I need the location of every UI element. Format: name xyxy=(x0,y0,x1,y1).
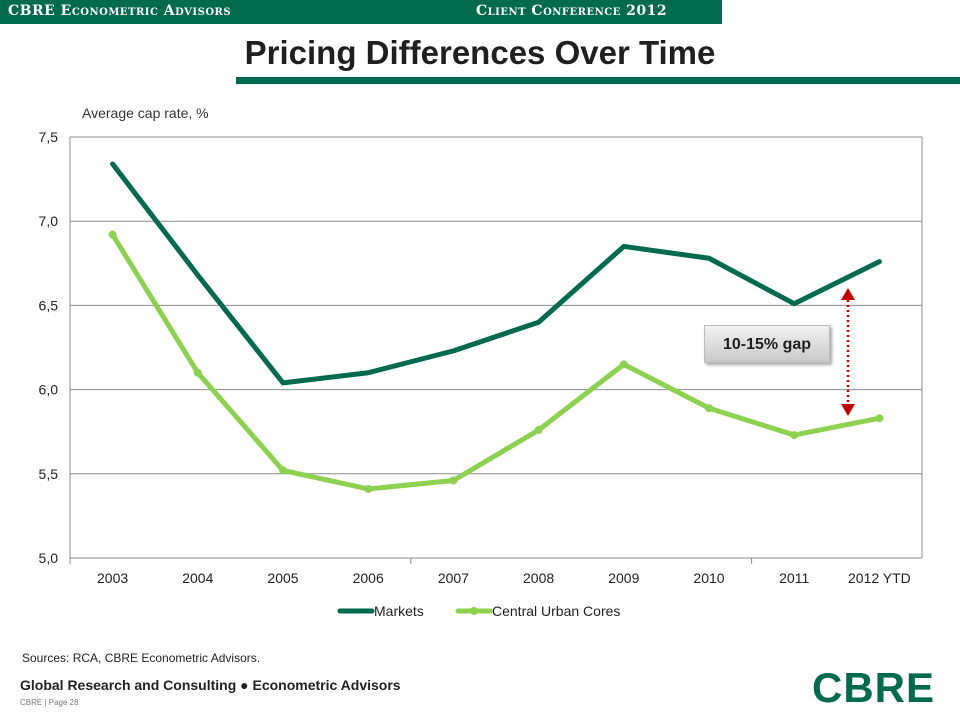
header-company: CBRE Econometric Advisors xyxy=(8,3,232,19)
y-tick-label: 5,0 xyxy=(39,550,59,566)
series-line-2 xyxy=(110,232,882,492)
x-tick-label: 2011 xyxy=(779,570,809,586)
data-point xyxy=(705,404,713,413)
data-point xyxy=(534,426,543,435)
header-event: Client Conference 2012 xyxy=(476,3,668,19)
data-point xyxy=(108,230,117,239)
data-point xyxy=(875,414,884,423)
data-point xyxy=(619,360,628,369)
x-tick-label: 2003 xyxy=(97,570,128,586)
data-point xyxy=(449,476,458,485)
data-point xyxy=(193,368,202,377)
cbre-logo: CBRE xyxy=(812,664,936,711)
y-tick-label: 5,5 xyxy=(39,466,59,482)
source-note: Sources: RCA, CBRE Econometric Advisors. xyxy=(22,651,261,665)
chart-legend: Markets Central Urban Cores xyxy=(337,603,620,619)
chart-series xyxy=(108,161,884,493)
y-tick-label: 7,0 xyxy=(39,213,59,229)
y-axis-label: Average cap rate, % xyxy=(82,105,209,121)
page-title: Pricing Differences Over Time xyxy=(244,34,716,71)
title-underline xyxy=(236,77,960,84)
x-tick-label: 2004 xyxy=(182,570,213,586)
header-bar: CBRE Econometric Advisors Client Confere… xyxy=(0,0,722,24)
gap-annotation: 10-15% gap xyxy=(704,325,830,363)
x-tick-label: 2008 xyxy=(523,570,554,586)
footer-division: Global Research and Consulting ● Econome… xyxy=(20,677,401,693)
data-point xyxy=(790,431,799,440)
legend-label: Markets xyxy=(374,603,424,619)
x-tick-label: 2009 xyxy=(608,570,639,586)
x-tick-label: 2012 YTD xyxy=(848,570,911,586)
x-tick-label: 2006 xyxy=(353,570,384,586)
x-tick-label: 2005 xyxy=(267,570,298,586)
legend-label: Central Urban Cores xyxy=(492,603,620,619)
legend-marker xyxy=(470,607,478,615)
data-point xyxy=(279,466,287,475)
series-line-1 xyxy=(110,161,882,386)
y-tick-label: 6,5 xyxy=(39,297,59,313)
x-axis-ticks: 2003 2004 2005 2006 2007 2008 2009 2010 2011 2012… xyxy=(69,558,911,586)
y-tick-label: 6,0 xyxy=(39,382,59,398)
x-tick-label: 2007 xyxy=(438,570,469,586)
footer-page: CBRE | Page 28 xyxy=(20,698,79,707)
y-tick-label: 7,5 xyxy=(39,129,59,145)
gap-arrow xyxy=(841,288,855,416)
x-tick-label: 2010 xyxy=(693,570,724,586)
y-axis-ticks: 5,0 5,5 6,0 6,5 7,0 7,5 xyxy=(39,129,59,566)
data-point xyxy=(364,484,373,493)
